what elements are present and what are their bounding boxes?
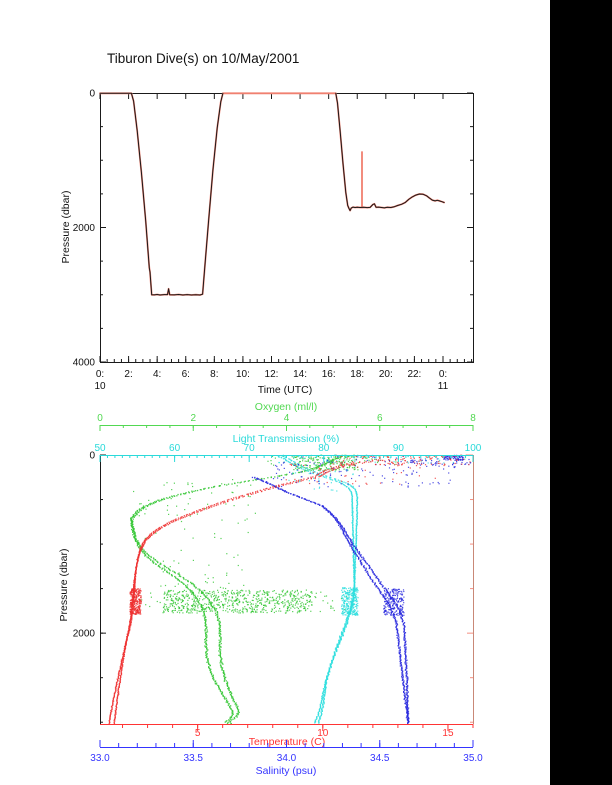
svg-text:10: 10: [94, 381, 106, 392]
svg-text:10:: 10:: [236, 369, 250, 380]
page-title: Tiburon Dive(s) on 10/May/2001: [107, 51, 300, 66]
svg-text:6:: 6:: [182, 369, 190, 380]
time-axis-label: Time (UTC): [257, 384, 313, 396]
svg-text:4000: 4000: [73, 358, 96, 369]
svg-text:20:: 20:: [379, 369, 393, 380]
svg-text:12:: 12:: [265, 369, 279, 380]
svg-text:4:: 4:: [153, 369, 161, 380]
oxygen-axis-label: Oxygen (ml/l): [254, 401, 318, 413]
svg-text:8:: 8:: [210, 369, 218, 380]
svg-text:16:: 16:: [322, 369, 336, 380]
svg-text:0: 0: [89, 89, 95, 100]
screen-black-margin: [550, 0, 612, 785]
svg-text:14:: 14:: [293, 369, 307, 380]
salinity-axis-label: Salinity (psu): [255, 765, 317, 777]
svg-text:18:: 18:: [350, 369, 364, 380]
svg-text:11: 11: [438, 381, 449, 392]
svg-text:0:: 0:: [96, 369, 104, 380]
svg-text:2000: 2000: [73, 223, 96, 234]
svg-text:0:: 0:: [439, 369, 447, 380]
svg-text:22:: 22:: [407, 369, 421, 380]
light-transmission-axis-label: Light Transmission (%): [232, 433, 340, 445]
svg-text:2:: 2:: [124, 369, 132, 380]
